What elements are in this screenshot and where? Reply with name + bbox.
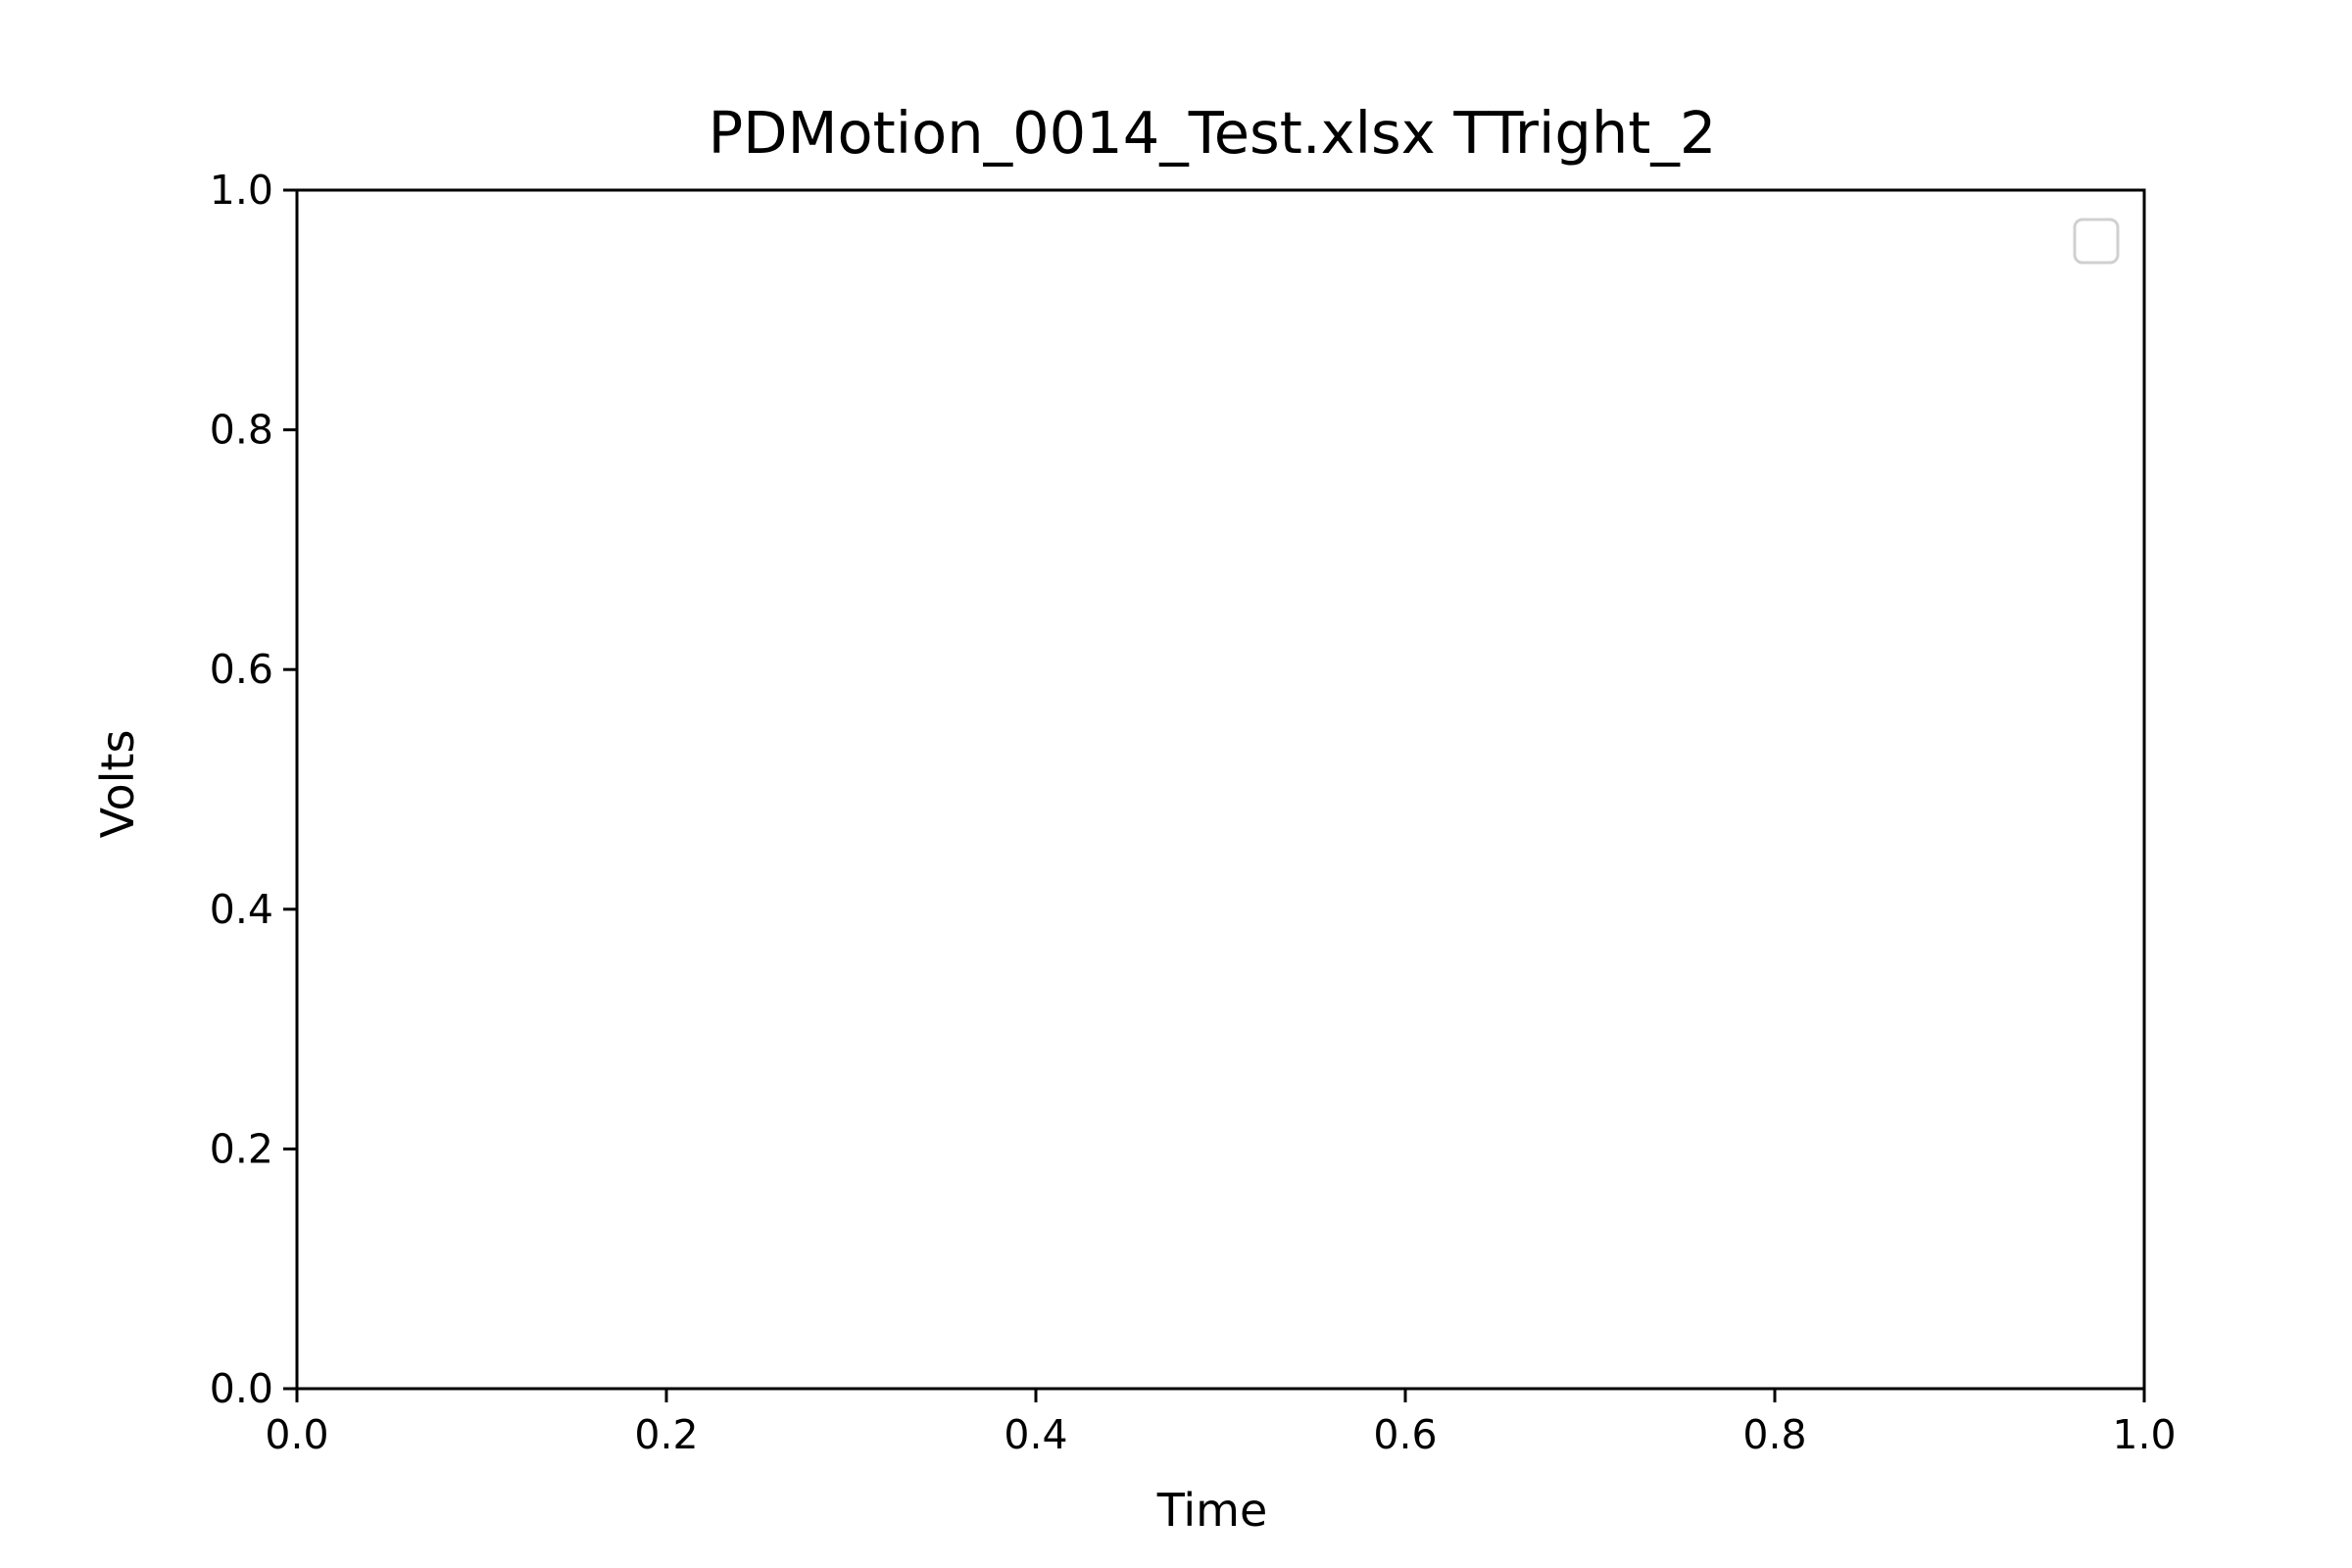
- y-axis-label: Volts: [91, 730, 144, 839]
- y-tick-label: 0.0: [210, 1365, 273, 1412]
- x-tick-label: 0.8: [1742, 1411, 1806, 1458]
- y-tick-label: 0.4: [210, 886, 273, 933]
- y-tick-label: 0.2: [210, 1125, 273, 1172]
- legend-box: [2073, 218, 2120, 265]
- y-axis-ticks: 0.0 0.2 0.4 0.6 0.8 1.0: [210, 167, 297, 1412]
- x-tick-label: 1.0: [2112, 1411, 2176, 1458]
- plot-frame: [295, 188, 2146, 1391]
- y-tick-label: 0.8: [210, 407, 273, 454]
- chart-title: PDMotion_0014_Test.xlsx TTright_2: [709, 99, 1717, 167]
- plot-area: [297, 190, 2144, 1389]
- x-tick-label: 0.4: [1004, 1411, 1067, 1458]
- x-tick-label: 0.6: [1373, 1411, 1437, 1458]
- x-axis-label: Time: [1156, 1484, 1268, 1537]
- y-tick-label: 1.0: [210, 167, 273, 214]
- x-axis-ticks: 0.0 0.2 0.4 0.6 0.8 1.0: [265, 1389, 2177, 1458]
- x-tick-label: 0.2: [634, 1411, 698, 1458]
- x-tick-label: 0.0: [265, 1411, 328, 1458]
- y-tick-label: 0.6: [210, 646, 273, 693]
